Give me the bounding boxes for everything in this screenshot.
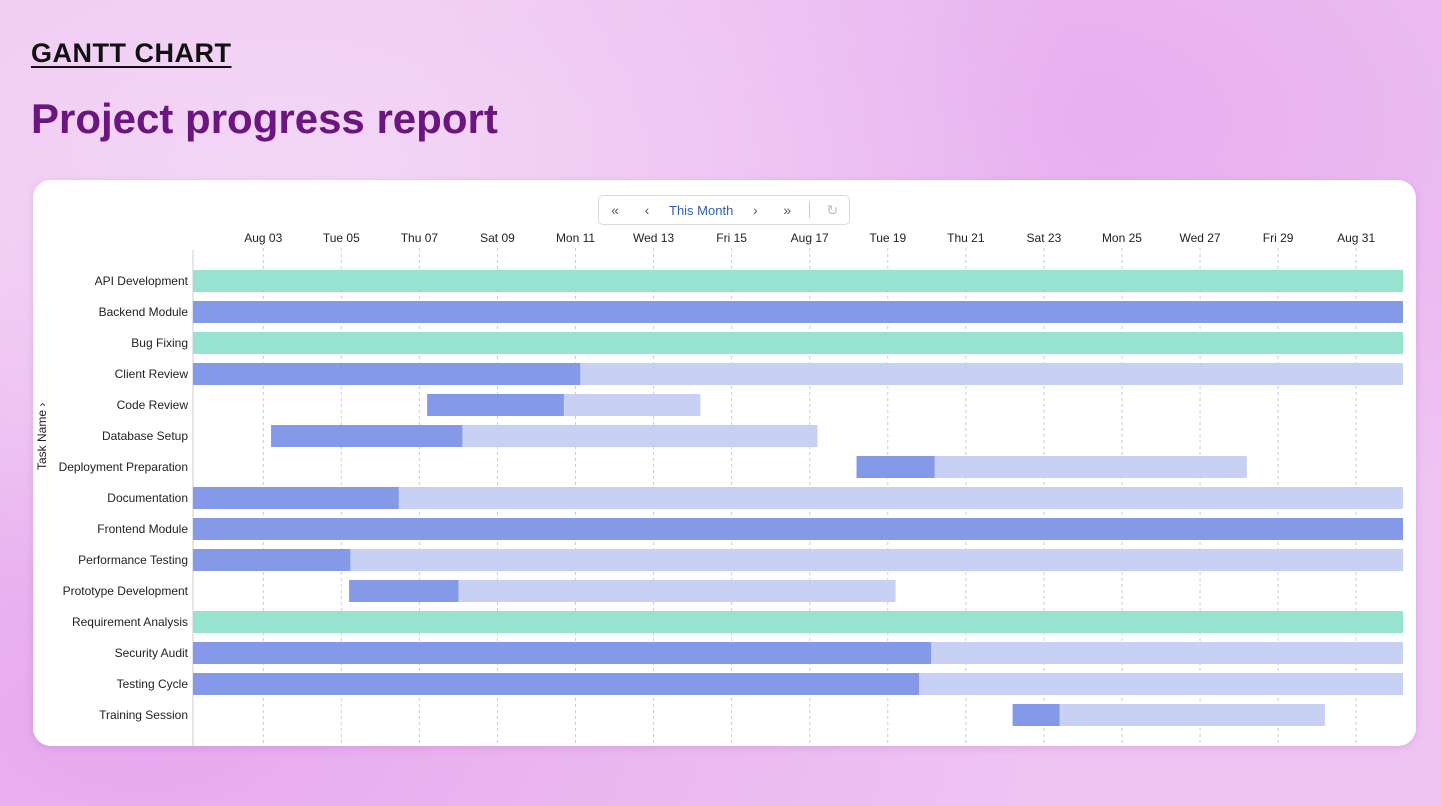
- task-progress-bar[interactable]: [271, 425, 463, 447]
- date-navigation-toolbar: « ‹ This Month › » ↻: [598, 195, 850, 225]
- task-bar-completed[interactable]: [193, 611, 1403, 633]
- task-progress-bar[interactable]: [193, 487, 399, 509]
- refresh-icon[interactable]: ↻: [826, 201, 839, 218]
- last-period-button[interactable]: »: [783, 202, 792, 218]
- x-tick-label: Tue 05: [323, 231, 360, 245]
- x-tick-label: Thu 21: [947, 231, 985, 245]
- kicker-title: GANTT CHART: [31, 38, 232, 68]
- task-progress-bar[interactable]: [193, 549, 351, 571]
- task-label: Testing Cycle: [117, 677, 189, 691]
- task-bar[interactable]: [193, 549, 1403, 571]
- this-month-button[interactable]: This Month: [669, 202, 734, 218]
- task-label: Requirement Analysis: [72, 615, 188, 629]
- task-progress-bar[interactable]: [856, 456, 935, 478]
- first-period-button[interactable]: «: [611, 202, 619, 218]
- task-bar-completed[interactable]: [193, 270, 1403, 292]
- task-progress-bar[interactable]: [349, 580, 459, 602]
- task-label: Prototype Development: [63, 584, 189, 598]
- x-tick-label: Mon 25: [1102, 231, 1142, 245]
- task-bar[interactable]: [1012, 704, 1325, 726]
- task-label: Security Audit: [115, 646, 189, 660]
- gantt-card: « ‹ This Month › » ↻ Task Name › Aug 03 T…: [33, 180, 1416, 746]
- x-tick-label: Aug 31: [1337, 231, 1375, 245]
- x-tick-label: Thu 07: [401, 231, 439, 245]
- task-label: Frontend Module: [97, 522, 188, 536]
- task-bar[interactable]: [349, 580, 896, 602]
- x-tick-label: Aug 03: [244, 231, 282, 245]
- task-label: Deployment Preparation: [59, 460, 188, 474]
- task-label: Database Setup: [102, 429, 188, 443]
- task-progress-bar[interactable]: [193, 518, 1403, 540]
- previous-period-button[interactable]: ‹: [644, 202, 650, 218]
- divider: [809, 202, 811, 218]
- x-tick-label: Fri 29: [1263, 231, 1294, 245]
- task-bar[interactable]: [193, 487, 1403, 509]
- task-progress-bar[interactable]: [193, 301, 1403, 323]
- x-tick-label: Wed 27: [1179, 231, 1220, 245]
- task-label: Code Review: [117, 398, 189, 412]
- task-label: Training Session: [99, 708, 188, 722]
- task-label: Client Review: [115, 367, 189, 381]
- task-label: API Development: [95, 274, 189, 288]
- task-bar-completed[interactable]: [193, 332, 1403, 354]
- task-progress-bar[interactable]: [193, 642, 932, 664]
- next-period-button[interactable]: ›: [752, 202, 758, 218]
- x-tick-label: Aug 17: [791, 231, 829, 245]
- x-tick-label: Wed 13: [633, 231, 674, 245]
- x-tick-label: Sat 23: [1027, 231, 1062, 245]
- task-progress-bar[interactable]: [427, 394, 564, 416]
- task-progress-bar[interactable]: [1012, 704, 1060, 726]
- task-label: Performance Testing: [78, 553, 188, 567]
- task-progress-bar[interactable]: [193, 673, 919, 695]
- page-title: Project progress report: [31, 95, 498, 142]
- x-tick-label: Mon 11: [556, 231, 595, 245]
- task-label: Documentation: [107, 491, 188, 505]
- gantt-chart: Aug 03 Tue 05 Thu 07 Sat 09 Mon 11 Wed 13 Fri …: [59, 231, 1403, 746]
- x-tick-label: Tue 19: [869, 231, 906, 245]
- task-bar[interactable]: [856, 456, 1247, 478]
- x-tick-label: Fri 15: [716, 231, 747, 245]
- task-progress-bar[interactable]: [193, 363, 581, 385]
- task-label: Backend Module: [99, 305, 189, 319]
- task-label: Bug Fixing: [131, 336, 188, 350]
- x-tick-label: Sat 09: [480, 231, 515, 245]
